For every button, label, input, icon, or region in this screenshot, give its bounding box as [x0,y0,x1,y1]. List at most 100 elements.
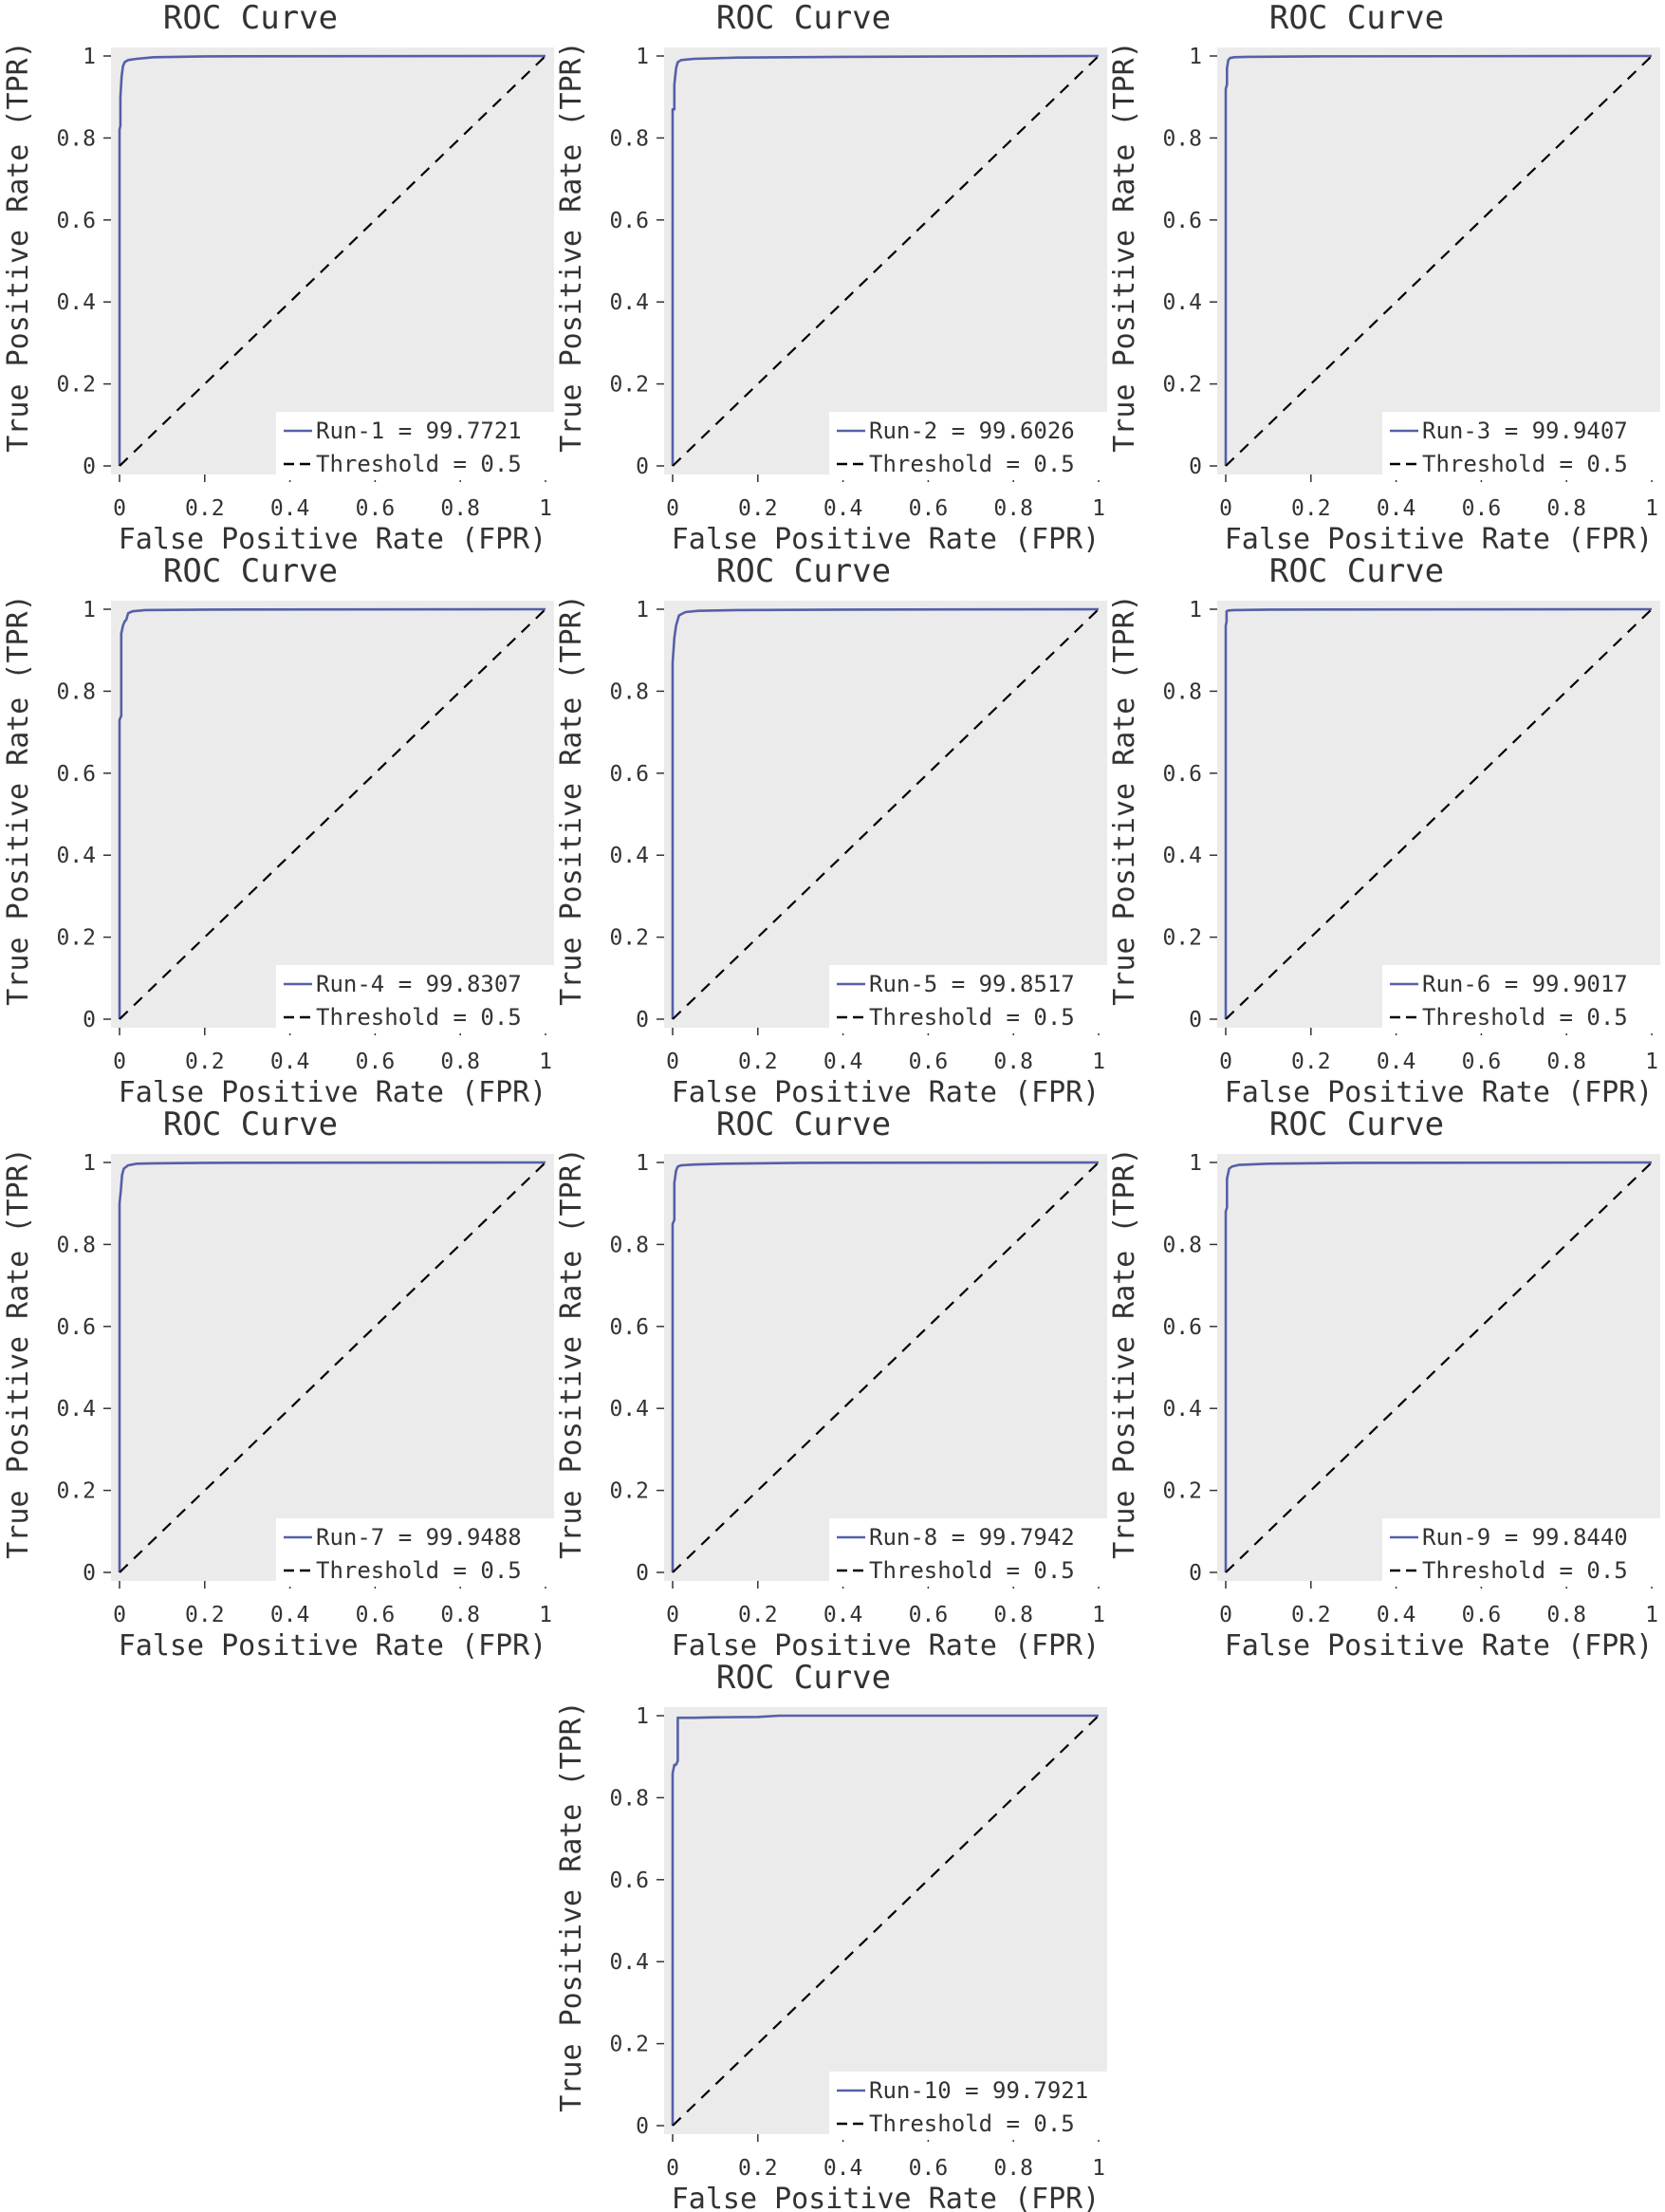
legend-box [829,2072,1107,2140]
y-tick-label: 0 [636,455,649,479]
legend-box [276,1518,554,1587]
y-tick-label: 0.6 [609,209,649,233]
x-tick-label: 0.6 [909,1603,949,1627]
y-tick-label: 0.2 [56,926,96,951]
x-tick-label: 0.4 [270,496,310,521]
legend-box [276,965,554,1033]
y-tick-label: 0 [83,1008,96,1032]
chart-title: ROC Curve [163,552,338,590]
x-tick-label: 0.6 [909,1050,949,1074]
y-tick-label: 0 [636,1008,649,1032]
legend-box [829,1518,1107,1587]
y-tick-label: 1 [83,598,96,623]
y-tick-label: 0.8 [609,1233,649,1257]
legend-box [1382,412,1660,480]
x-tick-label: 0.8 [1546,1603,1586,1627]
y-tick-label: 0.2 [609,1479,649,1504]
legend: Run-10 = 99.7921 Threshold = 0.5 [829,2072,1107,2140]
y-tick-label: 0.8 [1162,679,1202,704]
y-tick-label: 0.8 [56,1233,96,1257]
x-tick-label: 0 [666,1603,679,1627]
x-tick-label: 0 [666,496,679,521]
roc-line [118,1161,546,1572]
chart-title: ROC Curve [716,552,891,590]
x-axis-label: False Positive Rate (FPR) [672,2183,1101,2212]
legend-entry: Threshold = 0.5 [316,1004,522,1031]
x-tick-label: 0.8 [993,1050,1033,1074]
x-tick-label: 0.4 [1377,496,1416,521]
y-tick-label: 0.2 [1162,373,1202,398]
x-tick-label: 0.6 [909,496,949,521]
y-tick-label: 0.2 [609,926,649,951]
y-axis-label: True Positive Rate (TPR) [1108,41,1141,452]
legend: Run-2 = 99.6026 Threshold = 0.5 [829,412,1107,480]
legend: Run-9 = 99.8440 Threshold = 0.5 [1382,1518,1660,1587]
chart-title: ROC Curve [1269,0,1444,37]
y-tick-label: 0 [1189,455,1202,479]
x-tick-label: 0.2 [738,2156,778,2181]
chart-title: ROC Curve [1269,1106,1444,1143]
chart-title: ROC Curve [716,1106,891,1143]
x-tick-label: 0 [1219,1050,1232,1074]
y-tick-label: 1 [636,1704,649,1729]
legend-box [829,412,1107,480]
roc-line [671,1161,1100,1572]
x-tick-label: 1 [539,1050,552,1074]
y-tick-label: 0 [1189,1561,1202,1586]
x-tick-label: 0.4 [823,2156,863,2181]
y-tick-label: 0 [83,1561,96,1586]
x-tick-label: 0.2 [185,496,225,521]
legend-entry: Threshold = 0.5 [316,451,522,477]
legend-box [1382,965,1660,1033]
legend-entry: Run-1 = 99.7721 [316,418,522,444]
x-tick-label: 0.8 [440,496,480,521]
roc-line [118,607,546,1019]
x-axis-label: False Positive Rate (FPR) [672,1076,1101,1109]
y-tick-label: 0.6 [1162,1315,1202,1340]
x-tick-label: 0.8 [1546,496,1586,521]
y-tick-label: 0.6 [609,762,649,787]
legend-entry: Threshold = 0.5 [1422,1557,1628,1584]
legend: Run-6 = 99.9017 Threshold = 0.5 [1382,965,1660,1033]
y-tick-label: 0.4 [609,1397,649,1422]
x-tick-label: 0.4 [270,1050,310,1074]
x-axis-label: False Positive Rate (FPR) [1225,523,1654,556]
legend-entry: Threshold = 0.5 [1422,1004,1628,1031]
y-tick-label: 0.8 [1162,126,1202,151]
chart-title: ROC Curve [716,0,891,37]
y-axis-label: True Positive Rate (TPR) [2,1147,35,1558]
y-tick-label: 0.8 [609,126,649,151]
legend-entry: Threshold = 0.5 [869,1004,1075,1031]
y-tick-label: 1 [83,45,96,69]
y-tick-label: 0.6 [56,1315,96,1340]
legend-entry: Run-10 = 99.7921 [869,2077,1088,2104]
legend-entry: Run-3 = 99.9407 [1422,418,1628,444]
x-tick-label: 0 [113,1603,126,1627]
y-tick-label: 0.2 [609,373,649,398]
roc-line [1224,1161,1653,1572]
y-tick-label: 0 [636,1561,649,1586]
x-tick-label: 0 [1219,1603,1232,1627]
x-tick-label: 0.2 [1291,496,1331,521]
y-tick-label: 0.4 [609,1950,649,1975]
x-tick-label: 0.4 [1377,1050,1416,1074]
x-tick-label: 0.4 [1377,1603,1416,1627]
x-axis-label: False Positive Rate (FPR) [672,523,1101,556]
y-tick-label: 0.6 [609,1868,649,1893]
legend-entry: Threshold = 0.5 [869,1557,1075,1584]
roc-line [1224,607,1653,1019]
x-tick-label: 1 [1092,1050,1105,1074]
roc-line [671,1714,1099,2126]
legend-entry: Threshold = 0.5 [869,451,1075,477]
x-tick-label: 0.8 [993,1603,1033,1627]
legend: Run-4 = 99.8307 Threshold = 0.5 [276,965,554,1033]
x-tick-label: 0.6 [909,2156,949,2181]
x-tick-label: 0.4 [823,1050,863,1074]
legend-entry: Threshold = 0.5 [316,1557,522,1584]
x-tick-label: 1 [1092,2156,1105,2181]
x-tick-label: 0.4 [823,1603,863,1627]
